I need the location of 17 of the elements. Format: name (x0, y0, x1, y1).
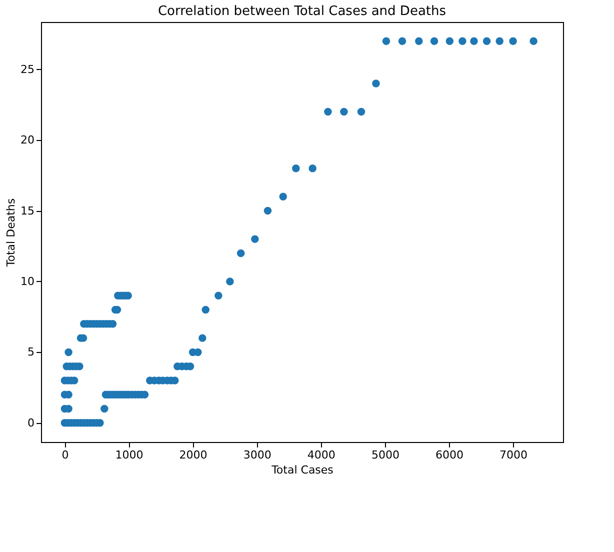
y-axis-title: Total Deaths (4, 198, 18, 268)
x-tick-label: 0 (62, 448, 69, 462)
y-tick-label: 20 (20, 134, 34, 147)
x-tick-label: 5000 (371, 448, 400, 462)
x-tick-label: 7000 (500, 448, 528, 462)
y-tick-label: 25 (20, 62, 34, 76)
x-tick-label: 1000 (115, 448, 144, 462)
y-tick-label: 10 (20, 274, 34, 288)
x-tick-label: 3000 (243, 448, 272, 462)
x-tick-label: 2000 (179, 448, 208, 462)
x-tick-label: 6000 (435, 448, 464, 462)
y-tick-label: 15 (20, 204, 34, 218)
chart-title: Correlation between Total Cases and Deaths (158, 4, 446, 19)
y-tick-label: 0 (28, 416, 34, 430)
y-tick-label: 5 (28, 346, 34, 359)
x-axis-title: Total Cases (270, 464, 334, 476)
x-tick-label: 4000 (307, 448, 336, 462)
